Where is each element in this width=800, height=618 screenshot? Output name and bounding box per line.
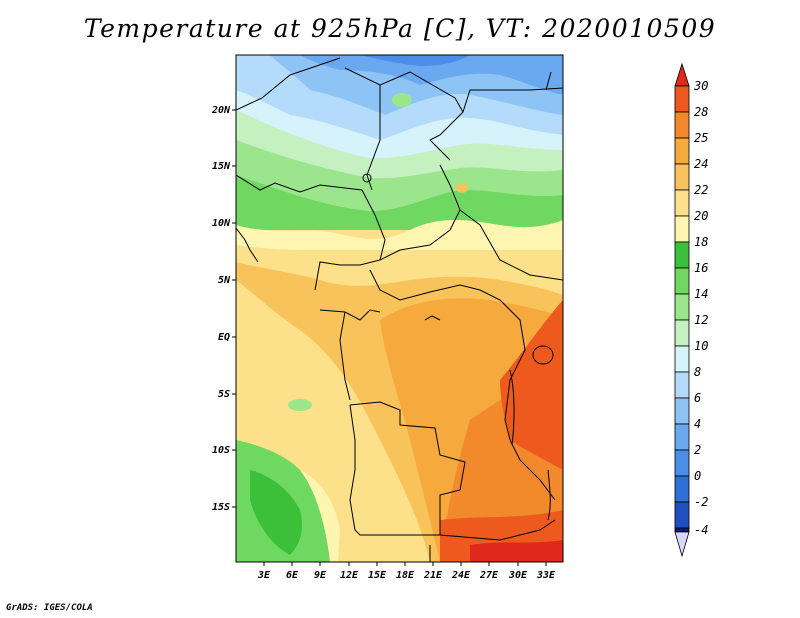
border-car-drc: [369, 269, 501, 301]
field-spot-north: [392, 93, 412, 107]
map-frame: [235, 54, 564, 563]
colorbar-seg-4-6: [674, 397, 690, 425]
lon-label-12e: 12E: [340, 570, 359, 581]
colorbar-seg-10-12: [674, 319, 690, 347]
colorbar-label-28: 28: [694, 105, 708, 119]
border-sinai: [545, 71, 552, 91]
colorbar-label-30: 30: [693, 79, 708, 93]
lake-malawi: [547, 469, 551, 521]
border-chad-car: [379, 164, 461, 261]
lon-label-30e: 30E: [508, 570, 528, 581]
colorbar-seg-18-20: [674, 215, 690, 243]
colorbar-top-arrow: [674, 62, 690, 87]
lat-label-20n: 20N: [211, 105, 231, 116]
lon-label-21e: 21E: [423, 570, 443, 581]
colorbar-label-0: 0: [694, 469, 701, 483]
lon-tick-marks: [263, 562, 547, 566]
colorbar-label-m2: -2: [694, 495, 708, 509]
border-gabon-congo: [319, 309, 381, 321]
border-angola-zambia: [349, 404, 441, 536]
lat-label-5n: 5N: [218, 275, 231, 286]
colorbar-seg-25-28: [674, 111, 690, 139]
lon-label-15e: 15E: [368, 570, 387, 581]
colorbar-seg-20-22: [674, 189, 690, 217]
colorbar-label-22: 22: [694, 183, 708, 197]
field-darkgreen-sw: [250, 470, 302, 555]
lake-victoria: [532, 345, 554, 365]
lat-label-15n: 15N: [212, 161, 231, 172]
colorbar-seg-m2-0: [674, 475, 690, 503]
lon-label-18e: 18E: [396, 570, 415, 581]
colorbar-seg-22-24: [674, 163, 690, 191]
page-title: Temperature at 925hPa [C], VT: 202001050…: [83, 14, 717, 43]
lat-label-eq: EQ: [218, 332, 230, 343]
lon-label-27e: 27E: [479, 570, 499, 581]
border-angola-drc: [349, 401, 466, 520]
lon-label-6e: 6E: [286, 570, 299, 581]
lon-label-3e: 3E: [257, 570, 271, 581]
colorbar-label-14: 14: [694, 287, 708, 301]
border-nigeria-cameroon: [314, 189, 386, 291]
field-band-4: [300, 55, 563, 95]
lon-label-33e: 33E: [536, 570, 556, 581]
colorbar-label-10: 10: [694, 339, 708, 353]
colorbar-label-24: 24: [694, 157, 708, 171]
colorbar-label-20: 20: [694, 209, 708, 223]
colorbar-seg-16-18: [674, 241, 690, 269]
colorbar-seg-2-4: [674, 423, 690, 451]
colorbar-label-4: 4: [694, 417, 701, 431]
colorbar-seg-m4-m2: [674, 501, 690, 529]
lat-tick-marks: [232, 109, 236, 508]
lat-label-10n: 10N: [212, 218, 231, 229]
colorbar-label-2: 2: [694, 443, 701, 457]
field-band-28-east: [500, 300, 563, 470]
country-borders: [236, 57, 563, 562]
border-niger-nigeria: [236, 174, 363, 193]
lakes: [362, 173, 554, 521]
colorbar-seg-14-16: [674, 267, 690, 295]
temperature-field: [236, 55, 563, 562]
credit-text: GrADS: IGES/COLA: [6, 603, 93, 613]
colorbar-seg-28-30: [674, 85, 690, 113]
colorbar-label-8: 8: [694, 365, 701, 379]
colorbar-label-25: 25: [694, 131, 708, 145]
colorbar-label-12: 12: [694, 313, 708, 327]
border-niger-chad: [366, 85, 381, 191]
lake-tanganyika: [509, 369, 515, 446]
colorbar-seg-12-14: [674, 293, 690, 321]
colorbar-seg-6-8: [674, 371, 690, 399]
lake-tumba: [424, 315, 441, 321]
colorbar-seg-24-25: [674, 137, 690, 165]
lat-label-15s: 15S: [212, 502, 230, 513]
colorbar-seg-dark: [674, 527, 690, 533]
colorbar-seg-0-2: [674, 449, 690, 477]
border-algeria-niger: [236, 57, 341, 111]
colorbar-bottom-arrow: [674, 531, 690, 558]
field-spot-sw: [288, 399, 312, 411]
lon-label-24e: 24E: [451, 570, 471, 581]
colorbar: [674, 62, 690, 558]
border-congo-drc: [339, 311, 351, 401]
border-west-africa: [236, 227, 259, 263]
border-libya-chad: [344, 67, 464, 161]
field-band-30: [470, 540, 563, 562]
colorbar-label-16: 16: [694, 261, 708, 275]
colorbar-label-18: 18: [694, 235, 708, 249]
lat-label-10s: 10S: [212, 445, 230, 456]
lat-label-5s: 5S: [218, 389, 230, 400]
border-sudan-southsudan: [459, 209, 563, 281]
colorbar-label-m4: -4: [694, 523, 708, 537]
border-east-rift: [499, 299, 556, 501]
colorbar-seg-8-10: [674, 345, 690, 373]
field-spot-warm: [456, 183, 468, 193]
field-band-2: [360, 55, 470, 66]
lake-chad: [362, 173, 372, 183]
colorbar-label-6: 6: [694, 391, 701, 405]
border-zambia-zim: [439, 519, 556, 541]
lon-label-9e: 9E: [314, 570, 327, 581]
